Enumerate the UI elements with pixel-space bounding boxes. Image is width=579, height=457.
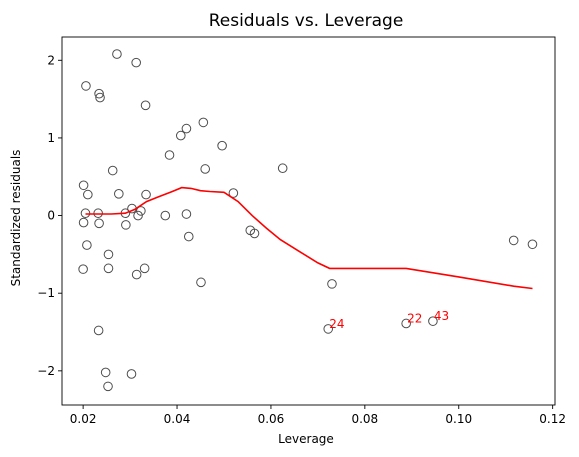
data-point bbox=[94, 218, 104, 229]
data-point bbox=[112, 49, 122, 59]
x-tick-label: 0.06 bbox=[258, 412, 285, 426]
data-point bbox=[114, 189, 124, 199]
chart-title: Residuals vs. Leverage bbox=[209, 11, 404, 31]
y-tick-label: 2 bbox=[47, 53, 55, 67]
data-point bbox=[175, 130, 186, 141]
data-point bbox=[198, 117, 209, 128]
data-point bbox=[228, 188, 239, 198]
data-point bbox=[78, 264, 88, 274]
data-point bbox=[126, 369, 137, 379]
data-point bbox=[277, 163, 288, 174]
x-tick-label: 0.10 bbox=[445, 412, 472, 426]
data-point bbox=[78, 180, 89, 191]
data-point bbox=[103, 249, 114, 260]
data-point bbox=[81, 81, 91, 91]
x-axis-label: Leverage bbox=[278, 432, 334, 446]
plot-frame bbox=[61, 36, 556, 406]
data-point bbox=[100, 367, 111, 378]
data-point bbox=[249, 228, 260, 239]
x-tick-label: 0.02 bbox=[70, 412, 97, 426]
y-tick-label: 1 bbox=[47, 131, 55, 145]
data-point bbox=[217, 140, 227, 151]
data-point bbox=[107, 165, 118, 176]
data-point bbox=[196, 277, 206, 288]
data-point bbox=[428, 316, 438, 326]
data-point bbox=[121, 220, 131, 230]
data-point bbox=[131, 269, 142, 280]
plot-area: 0.02 0.04 0.06 0.08 0.10 0.12 −2 −1 0 1 2 24 22 43 bbox=[37, 36, 566, 426]
data-point bbox=[181, 123, 192, 134]
data-point bbox=[140, 100, 151, 111]
y-tick-label: −1 bbox=[37, 286, 55, 300]
data-point bbox=[133, 210, 143, 221]
data-point bbox=[131, 57, 141, 68]
data-point bbox=[139, 263, 150, 274]
data-point bbox=[327, 279, 337, 289]
data-point bbox=[200, 164, 211, 174]
y-tick-label: 0 bbox=[47, 209, 55, 223]
data-point bbox=[83, 189, 93, 200]
point-annotation: 24 bbox=[329, 317, 344, 331]
data-point bbox=[164, 150, 175, 160]
x-tick-label: 0.12 bbox=[539, 412, 566, 426]
data-point bbox=[103, 263, 114, 274]
data-point bbox=[401, 318, 411, 329]
y-axis-label: Standardized residuals bbox=[9, 150, 23, 287]
data-point bbox=[78, 217, 89, 228]
y-tick-label: −2 bbox=[37, 364, 55, 378]
data-point bbox=[136, 206, 146, 216]
x-tick-label: 0.08 bbox=[351, 412, 378, 426]
lowess-line bbox=[85, 186, 533, 290]
data-point bbox=[95, 92, 105, 103]
data-point bbox=[82, 240, 92, 250]
data-point bbox=[94, 88, 104, 99]
point-annotation: 22 bbox=[407, 311, 422, 325]
data-point bbox=[93, 325, 104, 336]
x-tick-label: 0.04 bbox=[164, 412, 191, 426]
data-point bbox=[160, 210, 171, 221]
data-point bbox=[508, 235, 519, 246]
data-point bbox=[183, 231, 194, 242]
data-point bbox=[141, 189, 151, 200]
data-point bbox=[103, 381, 113, 392]
data-point bbox=[323, 324, 334, 334]
data-point bbox=[181, 209, 192, 219]
data-point bbox=[527, 239, 538, 250]
point-annotation: 43 bbox=[434, 309, 449, 323]
